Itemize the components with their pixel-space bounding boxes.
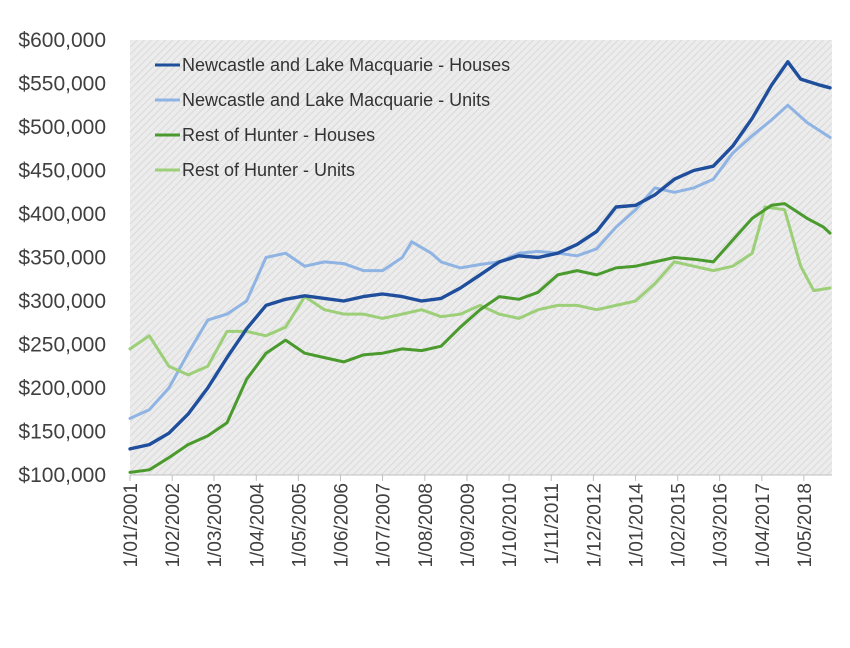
y-tick-label: $600,000	[18, 29, 106, 52]
x-tick-label: 1/09/2009	[458, 483, 479, 568]
y-tick-label: $550,000	[18, 73, 106, 96]
x-tick-label: 1/04/2017	[753, 483, 774, 568]
y-axis: $100,000 $150,000 $200,000 $250,000 $300,000…	[18, 29, 106, 487]
y-tick-label: $150,000	[18, 421, 106, 444]
y-tick-label: $400,000	[18, 203, 106, 226]
y-tick-label: $350,000	[18, 247, 106, 270]
legend-label: Rest of Hunter - Units	[182, 160, 355, 180]
x-tick-label: 1/12/2012	[584, 483, 605, 568]
x-tick-label: 1/02/2015	[669, 483, 690, 568]
x-tick-label: 1/01/2001	[121, 483, 142, 568]
y-tick-label: $450,000	[18, 160, 106, 183]
x-tick-label: 1/07/2007	[374, 483, 395, 568]
series-line-rest-of-hunter-units	[128, 205, 832, 377]
x-tick-label: 1/03/2003	[205, 483, 226, 568]
x-tick-label: 1/04/2004	[247, 483, 268, 568]
y-tick-label: $200,000	[18, 377, 106, 400]
legend-label: Newcastle and Lake Macquarie - Houses	[182, 55, 510, 75]
x-tick-label: 1/08/2008	[416, 483, 437, 568]
x-tick-label: 1/05/2005	[289, 483, 310, 568]
x-tick-label: 1/11/2011	[542, 483, 563, 565]
y-tick-label: $250,000	[18, 334, 106, 357]
legend: Newcastle and Lake Macquarie - Houses New…	[155, 55, 510, 180]
x-tick-label: 1/10/2010	[500, 483, 521, 568]
x-tick-label: 1/05/2018	[795, 483, 816, 568]
series-line-newcastle-and-lake-macquarie-houses	[128, 60, 832, 451]
x-tick-label: 1/01/2014	[627, 483, 648, 568]
x-tick-label: 1/03/2016	[711, 483, 732, 568]
x-tick-label: 1/06/2006	[332, 483, 353, 568]
y-tick-label: $300,000	[18, 290, 106, 313]
plot-area	[130, 40, 832, 475]
legend-label: Rest of Hunter - Houses	[182, 125, 375, 145]
series-line-newcastle-and-lake-macquarie-units	[128, 103, 832, 420]
x-axis: 1/01/2001 1/02/2002 1/03/2003 1/04/2004 1/05…	[121, 474, 832, 568]
series-lines	[128, 60, 832, 474]
series-line-rest-of-hunter-houses	[128, 202, 832, 474]
y-tick-label: $100,000	[18, 464, 106, 487]
legend-label: Newcastle and Lake Macquarie - Units	[182, 90, 490, 110]
y-tick-label: $500,000	[18, 116, 106, 139]
x-tick-label: 1/02/2002	[163, 483, 184, 568]
